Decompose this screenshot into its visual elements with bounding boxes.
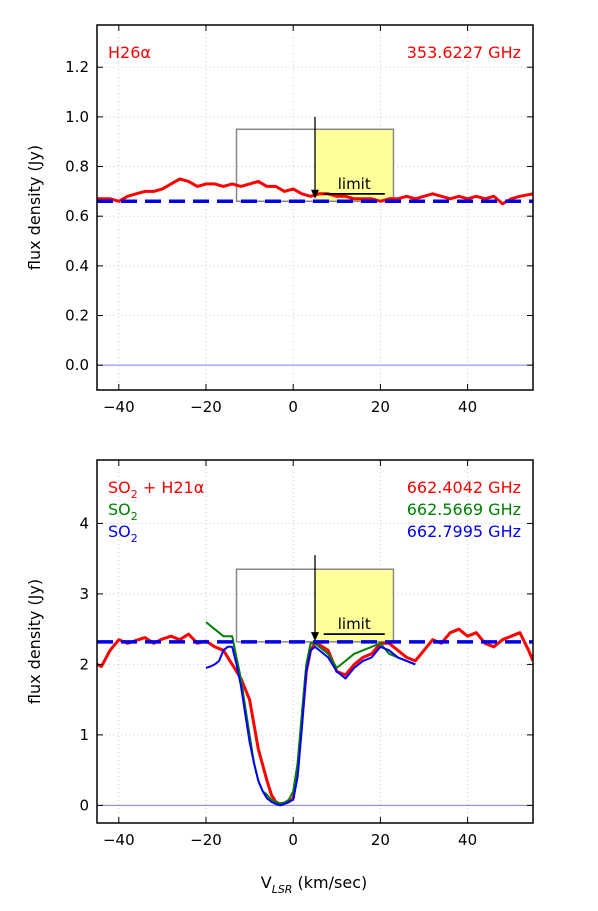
x-tick-label: −40 xyxy=(103,831,135,849)
y-tick-label: 1 xyxy=(79,726,89,744)
y-tick-label: 1.0 xyxy=(65,108,89,126)
series-line-2 xyxy=(205,645,416,807)
x-tick-label: 40 xyxy=(458,831,477,849)
legend-text-main: SO xyxy=(108,522,131,541)
limit-label: limit xyxy=(338,615,371,633)
y-tick-label: 0.2 xyxy=(65,307,89,325)
legend-text-sub: 2 xyxy=(131,488,138,501)
x-tick-label: 40 xyxy=(458,398,477,416)
legend-right-entry: 662.5669 GHz xyxy=(407,500,521,519)
y-tick-label: 0.8 xyxy=(65,158,89,176)
series-group xyxy=(97,621,533,807)
legend-right-entry: 353.6227 GHz xyxy=(407,43,521,62)
y-axis-label: flux density (Jy) xyxy=(25,579,44,704)
x-tick-label: −40 xyxy=(103,398,135,416)
x-tick-label: 0 xyxy=(288,831,298,849)
y-tick-label: 0.6 xyxy=(65,207,89,225)
y-tick-label: 0 xyxy=(79,796,89,814)
panel-bottom: limit −40 −20 0 20 40 0 1 2 3 4 flux density (Jy) SO… xyxy=(25,459,534,849)
legend-left-entry: SO2 + H21α xyxy=(108,478,204,501)
y-tick-label: 0.0 xyxy=(65,356,89,374)
plot-frame xyxy=(96,459,534,824)
x-tick-label: 0 xyxy=(288,398,298,416)
legend-text-main: SO xyxy=(108,478,131,497)
x-axis-label-main: V xyxy=(261,873,272,892)
legend-left-entry: SO2 xyxy=(108,500,138,523)
x-axis-label-sub: LSR xyxy=(272,883,293,896)
legend-right-entry: 662.7995 GHz xyxy=(407,522,521,541)
y-tick-label: 2 xyxy=(79,655,89,673)
x-tick-label: 20 xyxy=(371,398,390,416)
y-tick-label: 0.4 xyxy=(65,257,89,275)
y-tick-label: 3 xyxy=(79,585,89,603)
legend-left-entry: H26α xyxy=(108,43,151,62)
legend-text-rest: + H21α xyxy=(138,478,205,497)
limit-box-fill xyxy=(315,129,394,202)
legend-text-sub: 2 xyxy=(131,510,138,523)
y-axis-label: flux density (Jy) xyxy=(25,145,44,270)
x-tick-label: −20 xyxy=(190,398,222,416)
limit-box-fill xyxy=(315,569,394,642)
legend-text-main: SO xyxy=(108,500,131,519)
legend-left-entry: SO2 xyxy=(108,522,138,545)
x-axis-label-rest: (km/sec) xyxy=(292,873,367,892)
y-tick-label: 1.2 xyxy=(65,58,89,76)
limit-arrow-head xyxy=(311,189,319,199)
plot-frame xyxy=(96,24,534,391)
limit-arrow-head xyxy=(311,632,319,642)
series-line-1 xyxy=(205,621,416,805)
x-tick-label: −20 xyxy=(190,831,222,849)
panel-top: limit −40 −20 0 20 40 0.0 0.2 0.4 0.6 0.8 1.0 1.2 flu… xyxy=(25,24,534,416)
legend-right-entry: 662.4042 GHz xyxy=(407,478,521,497)
x-axis-label: VLSR (km/sec) xyxy=(261,873,368,896)
legend-text-sub: 2 xyxy=(131,532,138,545)
x-tick-label: 20 xyxy=(371,831,390,849)
limit-label: limit xyxy=(338,175,371,193)
y-tick-label: 4 xyxy=(79,514,89,532)
